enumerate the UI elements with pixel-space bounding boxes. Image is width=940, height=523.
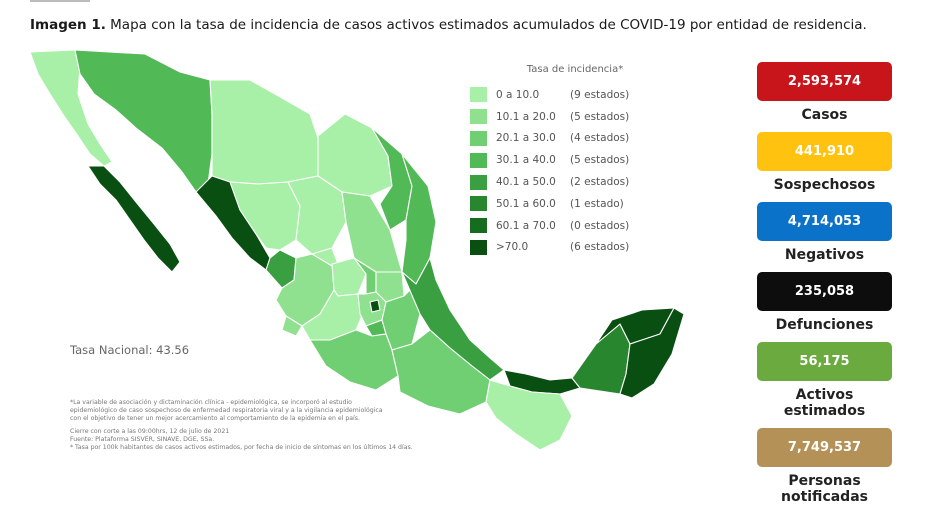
legend-item: 10.1 a 20.0 (5 estados) bbox=[470, 106, 660, 128]
stat-label: Personas notificadas bbox=[780, 473, 868, 505]
legend-swatch bbox=[470, 196, 487, 212]
state-chihuahua bbox=[209, 79, 321, 185]
legend-swatch bbox=[470, 130, 487, 146]
stat-label: Sospechosos bbox=[773, 177, 876, 193]
legend-count: (5 estados) bbox=[570, 110, 630, 123]
note-line: Fuente: Plataforma SISVER, SINAVE, DGE, … bbox=[70, 436, 215, 444]
legend-range: 60.1 a 70.0 bbox=[496, 219, 556, 232]
legend-item: 0 a 10.0 (9 estados) bbox=[470, 84, 660, 106]
title-label: Imagen 1. bbox=[30, 17, 106, 33]
stat-value-box: 441,910 bbox=[757, 132, 892, 171]
legend-range: 30.1 a 40.0 bbox=[496, 154, 556, 167]
legend-item: 30.1 a 40.0 (5 estados) bbox=[470, 149, 660, 171]
legend-range: >70.0 bbox=[496, 241, 529, 254]
legend-item: >70.0 (6 estados) bbox=[470, 237, 660, 259]
stat-label: Defunciones bbox=[775, 317, 874, 333]
stat-label: Negativos bbox=[784, 247, 865, 263]
state-baja-california-sur bbox=[87, 165, 181, 273]
stat-value-box: 235,058 bbox=[757, 272, 892, 311]
note-line: * Tasa por 100k habitantes de casos acti… bbox=[70, 443, 413, 451]
legend-swatch bbox=[470, 152, 487, 168]
state-chiapas bbox=[485, 379, 573, 451]
legend-item: 50.1 a 60.0 (1 estado) bbox=[470, 193, 660, 215]
legend-count: (2 estados) bbox=[570, 176, 630, 189]
stat-value-box: 2,593,574 bbox=[757, 62, 892, 101]
legend-item: 40.1 a 50.0 (2 estados) bbox=[470, 171, 660, 193]
legend-count: (0 estados) bbox=[570, 219, 630, 232]
legend-swatch bbox=[470, 87, 487, 103]
legend-title: Tasa de incidencia* bbox=[526, 64, 624, 75]
stat-label: Casos bbox=[801, 107, 848, 123]
note-line: epidemiológico de caso sospechoso de enf… bbox=[70, 406, 383, 414]
footnotes: *La variable de asociación y dictaminaci… bbox=[70, 399, 420, 452]
legend-swatch bbox=[470, 239, 487, 255]
legend-count: (1 estado) bbox=[570, 197, 624, 210]
legend-count: (6 estados) bbox=[570, 241, 630, 254]
stat-value-box: 7,749,537 bbox=[757, 428, 892, 467]
note-line: *La variable de asociación y dictaminaci… bbox=[70, 399, 352, 406]
tasa-nacional: Tasa Nacional: 43.56 bbox=[70, 343, 190, 357]
stats-panel: 2,593,574 Casos 441,910 Sospechosos 4,714,05… bbox=[753, 62, 896, 514]
title-text: Mapa con la tasa de incidencia de casos … bbox=[110, 17, 867, 33]
legend-count: (5 estados) bbox=[570, 154, 630, 167]
map-legend: Tasa de incidencia* 0 a 10.0 (9 estados) 1… bbox=[470, 64, 660, 258]
mexico-incidence-map bbox=[29, 49, 685, 451]
page-title: Imagen 1. Mapa con la tasa de incidencia… bbox=[30, 17, 867, 33]
legend-range: 10.1 a 20.0 bbox=[496, 110, 556, 123]
legend-range: 50.1 a 60.0 bbox=[496, 197, 556, 210]
legend-count: (4 estados) bbox=[570, 132, 630, 145]
legend-item: 60.1 a 70.0 (0 estados) bbox=[470, 215, 660, 237]
state-durango bbox=[229, 181, 301, 251]
legend-swatch bbox=[470, 174, 487, 190]
stat-value-box: 4,714,053 bbox=[757, 202, 892, 241]
note-line: Cierre con corte a las 09:00hrs, 12 de j… bbox=[70, 428, 230, 436]
note-line: con el objetivo de tener un mejor acerca… bbox=[70, 414, 360, 422]
legend-swatch bbox=[470, 218, 487, 234]
legend-item: 20.1 a 30.0 (4 estados) bbox=[470, 128, 660, 150]
legend-range: 20.1 a 30.0 bbox=[496, 132, 556, 145]
state-colima bbox=[281, 315, 303, 337]
state-cdmx bbox=[369, 299, 381, 313]
legend-count: (9 estados) bbox=[570, 88, 630, 101]
legend-swatch bbox=[470, 109, 487, 125]
legend-range: 0 a 10.0 bbox=[496, 88, 540, 101]
legend-range: 40.1 a 50.0 bbox=[496, 176, 556, 189]
top-rule bbox=[30, 0, 90, 2]
state-quintana-roo bbox=[619, 307, 685, 399]
state-campeche bbox=[571, 323, 631, 395]
stat-value-box: 56,175 bbox=[757, 342, 892, 381]
stat-label: Activos estimados bbox=[783, 387, 866, 419]
